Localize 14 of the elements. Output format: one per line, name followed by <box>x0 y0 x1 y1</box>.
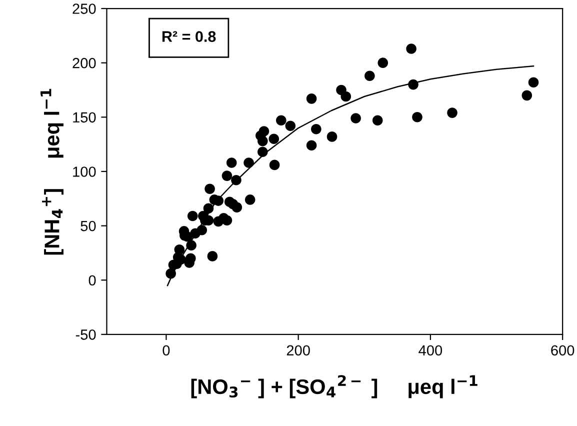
y-tick-label: -50 <box>76 330 96 340</box>
y-tick-label: 200 <box>72 58 96 68</box>
x-axis-title: [NO$_{3}$$^{−}$ ] + [SO$_{4}$$^{2−}$ ] μeq l$^{−1}$ <box>191 375 478 398</box>
y-tick-label: 150 <box>73 112 96 123</box>
y-tick-label: 0 <box>88 275 96 286</box>
y-tick-label: 250 <box>72 4 96 14</box>
x-tick-label: 200 <box>286 345 310 356</box>
x-tick-label: 400 <box>418 345 442 356</box>
annotation: R² = 0.8 <box>162 31 216 42</box>
x-tick-label: 0 <box>162 345 170 356</box>
y-tick-label: 100 <box>73 166 96 177</box>
y-axis-title: [NH$_{4}$$^{+}$] μeq l$^{−1}$ <box>40 88 64 255</box>
x-tick-label: 600 <box>551 345 574 356</box>
y-tick-label: 50 <box>80 220 96 232</box>
